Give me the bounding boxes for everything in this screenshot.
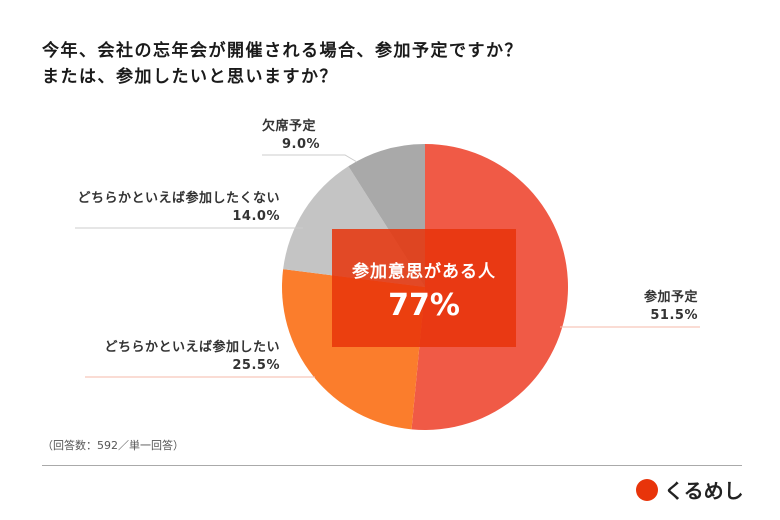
- title-line-2: または、参加したいと思いますか？: [42, 67, 338, 87]
- logo: くるめし: [636, 475, 744, 504]
- category-label: どちらかといえば参加したい: [104, 340, 280, 355]
- label-rather-not: どちらかといえば参加したくない 14.0%: [77, 190, 280, 226]
- value-label: 25.5%: [232, 358, 280, 373]
- label-rather-want: どちらかといえば参加したい 25.5%: [104, 339, 280, 375]
- divider: [42, 465, 742, 466]
- leader-line-absent: [262, 154, 358, 163]
- logo-text: くるめし: [664, 479, 744, 503]
- category-label: 参加予定: [643, 290, 698, 305]
- value-label: 51.5%: [650, 308, 698, 323]
- value-label: 14.0%: [232, 209, 280, 224]
- chart-title: 今年、会社の忘年会が開催される場合、参加予定ですか？ または、参加したいと思いま…: [42, 38, 523, 90]
- logo-icon: [636, 478, 658, 501]
- label-absent: 欠席予定 9.0%: [262, 118, 320, 154]
- sample-note: （回答数：592／単一回答）: [42, 439, 184, 452]
- label-attend: 参加予定 51.5%: [644, 289, 698, 325]
- title-line-1: 今年、会社の忘年会が開催される場合、参加予定ですか？: [42, 41, 523, 61]
- callout-label: 参加意思がある人: [352, 262, 496, 282]
- callout-box: 参加意思がある人 77%: [332, 229, 516, 347]
- category-label: どちらかといえば参加したくない: [77, 191, 280, 206]
- category-label: 欠席予定: [262, 119, 317, 134]
- value-label: 9.0%: [282, 137, 321, 152]
- callout-value: 77%: [388, 288, 460, 323]
